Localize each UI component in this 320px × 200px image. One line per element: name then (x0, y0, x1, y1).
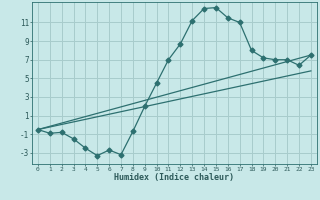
X-axis label: Humidex (Indice chaleur): Humidex (Indice chaleur) (115, 173, 234, 182)
